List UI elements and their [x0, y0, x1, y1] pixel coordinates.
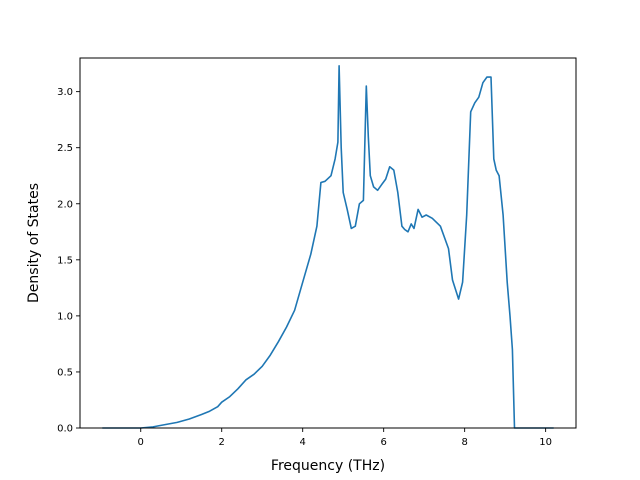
y-tick-label: 2.5	[57, 143, 73, 154]
y-tick-label: 1.5	[57, 255, 73, 266]
y-axis-label: Density of States	[26, 183, 42, 303]
x-tick-label: 0	[138, 437, 144, 448]
x-tick-label: 4	[300, 437, 306, 448]
y-tick-label: 1.0	[57, 311, 73, 322]
y-tick-label: 2.0	[57, 199, 73, 210]
axes-frame	[79, 57, 577, 429]
y-tick-label: 0.0	[57, 424, 73, 435]
y-tick-label: 3.0	[57, 87, 73, 98]
x-tick-label: 2	[219, 437, 225, 448]
x-tick-label: 10	[539, 437, 552, 448]
dos-series-line	[102, 65, 554, 429]
y-tick-label: 0.5	[57, 367, 73, 378]
x-tick-label: 8	[461, 437, 467, 448]
x-axis-label: Frequency (THz)	[271, 458, 385, 474]
plot-background	[80, 58, 576, 428]
x-tick-label: 6	[380, 437, 386, 448]
